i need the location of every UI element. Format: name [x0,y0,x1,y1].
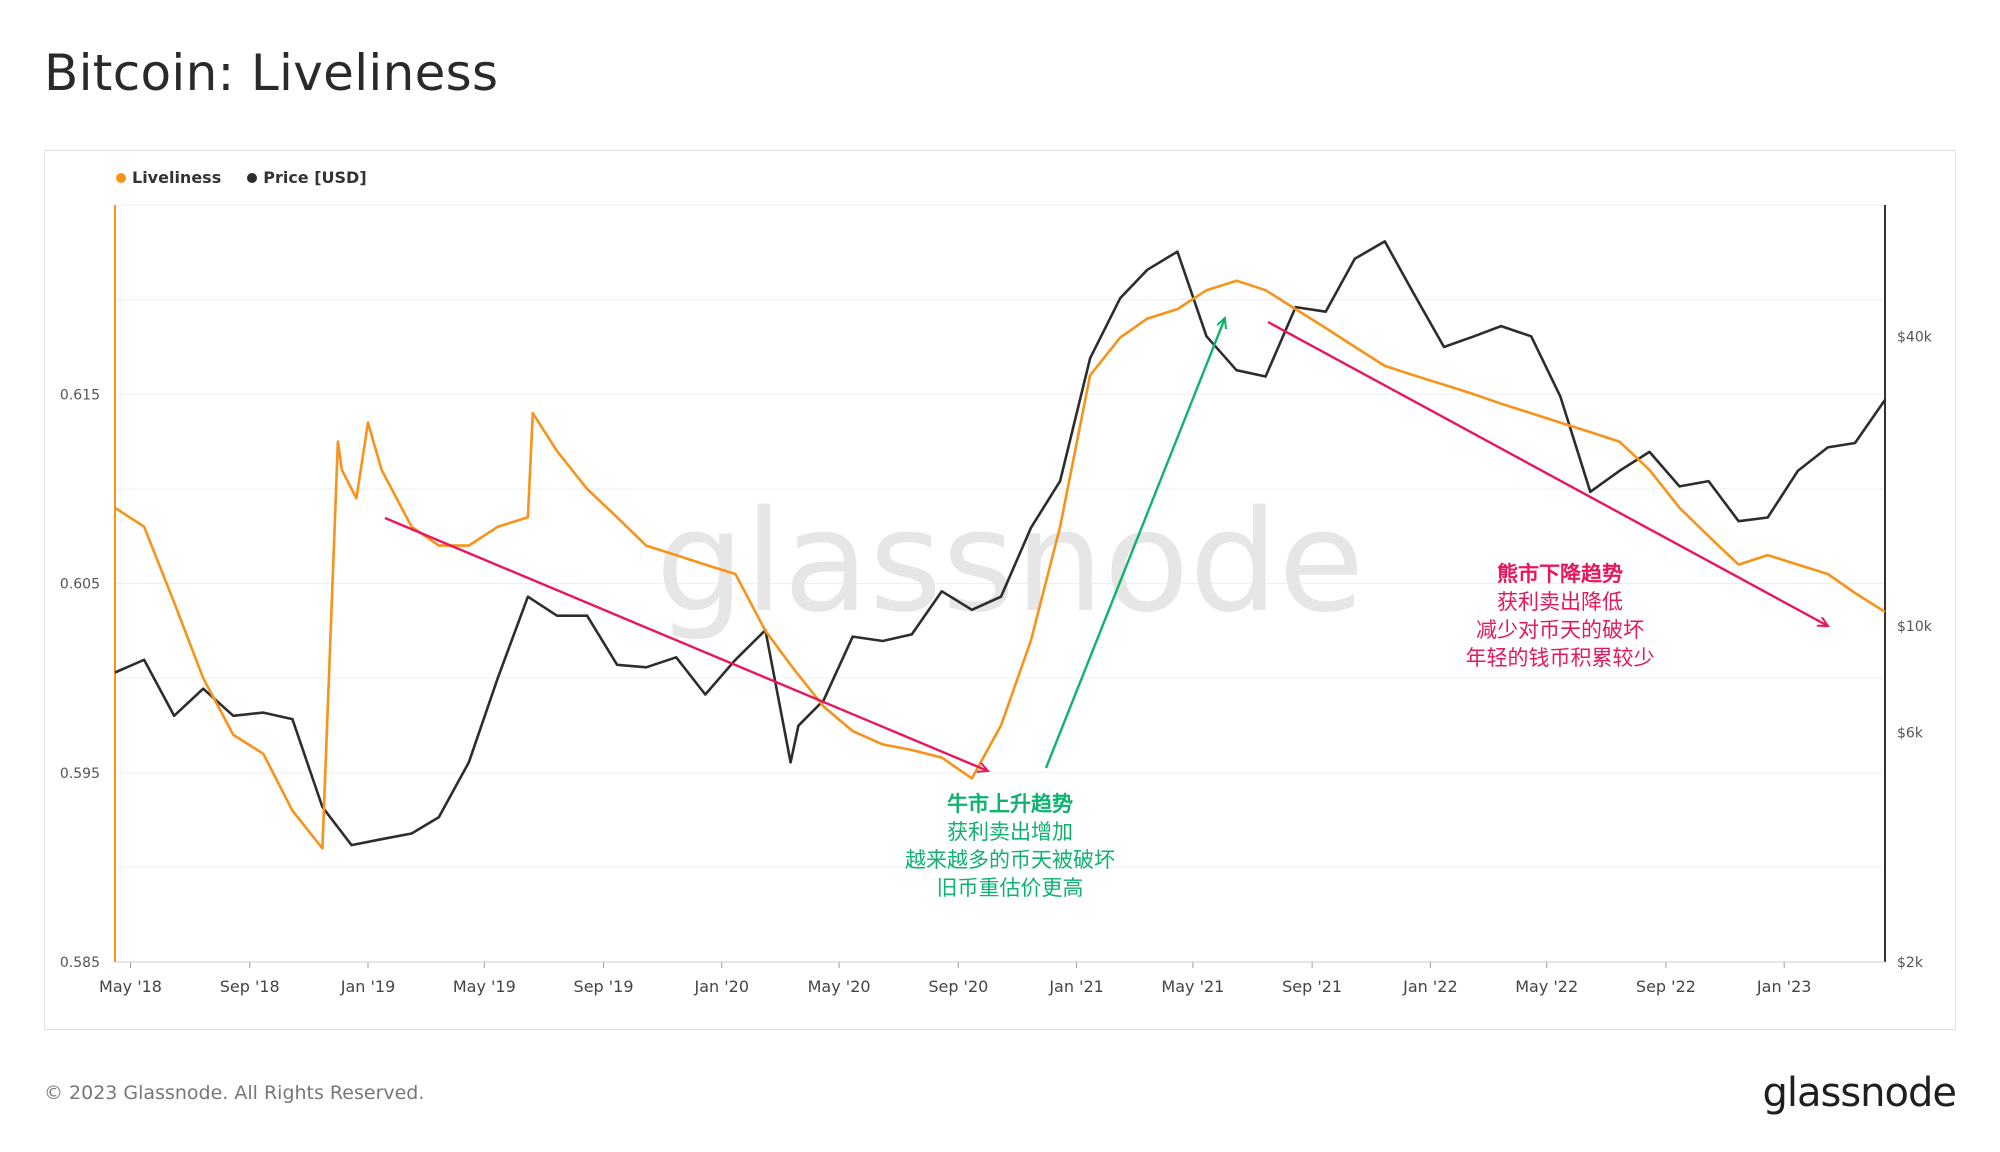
watermark: glassnode [656,481,1365,644]
y-left-tick-label: 0.595 [60,766,100,782]
bear-annotation: 熊市下降趋势 获利卖出降低 减少对币天的破坏 年轻的钱币积累较少 [1440,560,1680,672]
bull-annotation-line: 旧币重估价更高 [936,876,1084,900]
price-series-line [114,240,1887,847]
chart-frame [44,150,1956,1030]
y-right-tick-label: $10k [1897,619,1933,635]
x-tick-label: Sep '21 [1282,977,1342,996]
x-tick-label: May '18 [99,977,162,996]
bull-trend-arrow [1044,318,1225,769]
legend-item-liveliness[interactable]: Liveliness [116,168,221,187]
bull-annotation-title: 牛市上升趋势 [947,792,1073,816]
x-tick-label: Jan '22 [1402,977,1458,996]
chart-series [114,240,1887,850]
bear-annotation-title: 熊市下降趋势 [1497,562,1623,586]
bear-trend-arrow-2022 [1267,320,1828,626]
liveliness-series-line [114,279,1886,850]
y-right-tick-label: $2k [1897,955,1924,971]
bear-annotation-line: 获利卖出降低 [1497,590,1623,614]
x-tick-label: Sep '22 [1636,977,1696,996]
legend-label-liveliness: Liveliness [132,168,222,187]
trend-arrows [384,318,1828,771]
x-tick-label: May '22 [1515,977,1578,996]
y-right-tick-label: $6k [1897,726,1924,742]
bull-annotation: 牛市上升趋势 获利卖出增加 越来越多的币天被破坏 旧币重估价更高 [880,790,1140,902]
bear-annotation-line: 减少对币天的破坏 [1476,618,1644,642]
y-left-tick-label: 0.585 [60,955,100,971]
x-tick-label: Sep '20 [928,977,988,996]
y-left-tick-label: 0.605 [60,577,100,593]
bull-annotation-line: 越来越多的币天被破坏 [905,848,1115,872]
bear-trend-arrow-2019 [384,516,988,771]
x-tick-label: Jan '21 [1048,977,1104,996]
footer-copyright: © 2023 Glassnode. All Rights Reserved. [44,1082,425,1104]
x-tick-label: Sep '18 [220,977,280,996]
chart-axes: 0.615 0.605 0.595 0.585 $40k $10k $6k $2k May '1… [60,205,1933,996]
x-tick-label: May '19 [453,977,516,996]
page-title: Bitcoin: Liveliness [44,44,499,102]
y-right-tick-label: $40k [1897,329,1933,345]
legend-item-price[interactable]: Price [USD] [247,168,367,187]
glassnode-logo[interactable]: glassnode [1762,1070,1957,1116]
bull-annotation-line: 获利卖出增加 [947,820,1073,844]
x-tick-label: Jan '19 [340,977,396,996]
x-tick-label: May '20 [808,977,871,996]
x-tick-label: Sep '19 [574,977,634,996]
x-tick-label: Jan '20 [694,977,750,996]
price-legend-dot [247,172,258,183]
x-tick-label: Jan '23 [1756,977,1812,996]
chart-legend: Liveliness Price [USD] [116,168,367,187]
x-tick-label: May '21 [1161,977,1224,996]
liveliness-legend-dot [116,172,126,183]
bear-annotation-line: 年轻的钱币积累较少 [1465,646,1655,670]
legend-label-price: Price [USD] [263,168,367,187]
y-left-tick-label: 0.615 [60,387,100,403]
